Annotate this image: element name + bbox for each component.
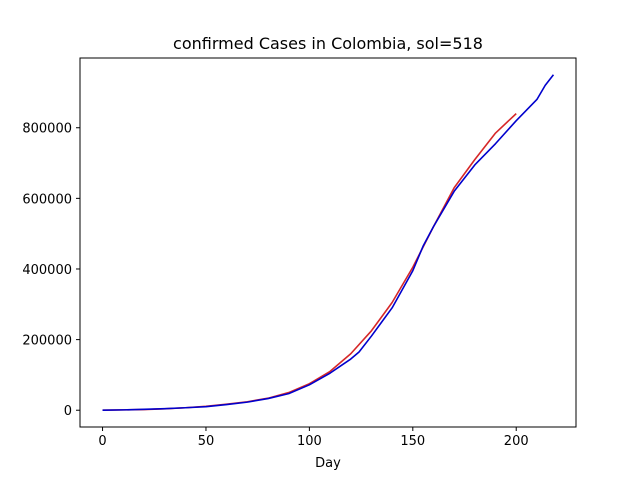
y-tick-label: 0 [64,404,72,419]
series-line-2 [102,74,555,412]
x-tick-label: 200 [504,434,529,449]
y-tick-label: 800000 [22,122,72,137]
plot-frame [79,57,577,428]
x-axis: 0 50 100 150 200 [98,427,529,449]
chart-title: confirmed Cases in Colombia, sol=518 [173,34,483,53]
x-tick-label: 150 [400,434,425,449]
x-tick-label: 50 [198,434,215,449]
y-axis: 0 200000 400000 600000 800000 [22,122,80,419]
x-axis-label: Day [315,456,341,471]
y-tick-label: 200000 [22,334,72,349]
series-layer [102,74,555,412]
y-tick-label: 400000 [22,263,72,278]
x-tick-label: 100 [297,434,322,449]
series-line-1 [102,113,517,412]
y-tick-label: 600000 [22,192,72,207]
x-tick-label: 0 [98,434,106,449]
